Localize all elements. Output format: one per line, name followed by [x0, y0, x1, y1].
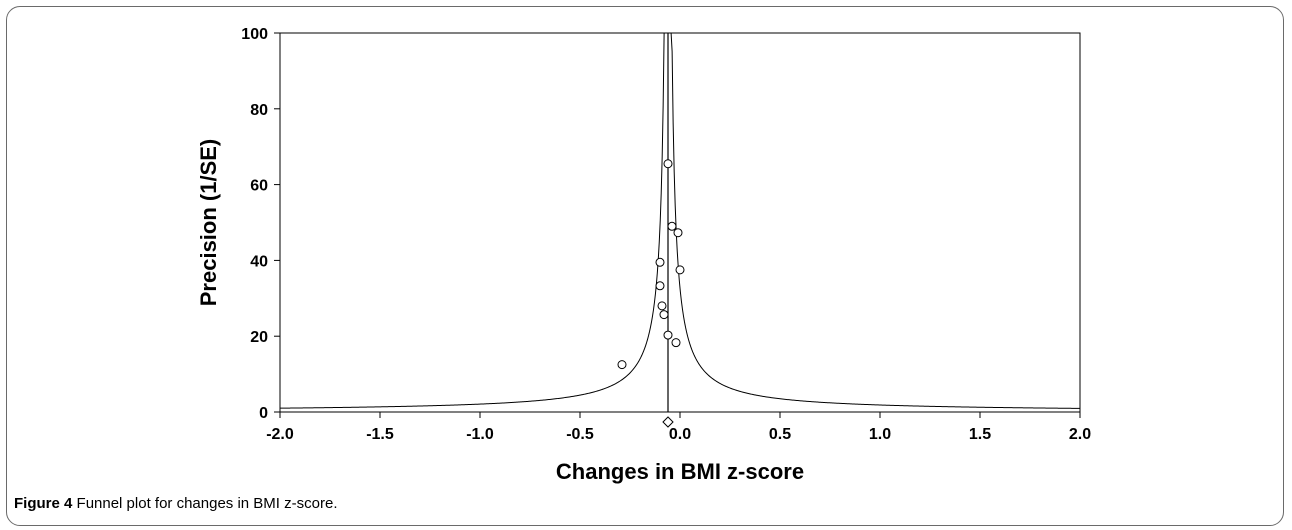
figure-label: Figure 4: [14, 495, 73, 512]
x-tick-label: 1.0: [869, 426, 891, 443]
study-point: [671, 338, 681, 348]
x-tick-label: 0.0: [669, 426, 691, 443]
plot-border: [279, 32, 1081, 413]
x-tick-label: -2.0: [266, 426, 294, 443]
study-point: [657, 301, 667, 311]
study-point: [663, 330, 673, 340]
x-tick-label: -1.0: [466, 426, 494, 443]
study-point: [655, 257, 665, 267]
x-tick-label: -0.5: [566, 426, 594, 443]
y-tick-label: 0: [259, 405, 268, 422]
figure-caption: Figure 4 Funnel plot for changes in BMI …: [14, 495, 337, 512]
y-tick-label: 40: [250, 253, 268, 270]
study-point: [617, 360, 627, 370]
x-tick-label: -1.5: [366, 426, 394, 443]
y-tick-label: 100: [241, 26, 268, 43]
x-axis-title: Changes in BMI z-score: [556, 459, 804, 484]
study-point: [673, 228, 683, 238]
study-point: [663, 159, 673, 169]
study-point: [655, 281, 665, 291]
study-point: [659, 310, 669, 320]
y-tick-label: 20: [250, 329, 268, 346]
pooled-estimate-diamond: [662, 416, 674, 428]
y-tick-label: 80: [250, 102, 268, 119]
x-tick-label: 0.5: [769, 426, 791, 443]
study-point: [667, 221, 677, 231]
funnel-left-limit: [279, 32, 668, 409]
y-axis-title: Precision (1/SE): [196, 139, 221, 307]
y-tick-label: 60: [250, 178, 268, 195]
figure-frame: [6, 6, 1284, 526]
caption-text: Funnel plot for changes in BMI z-score.: [72, 495, 338, 512]
x-tick-label: 2.0: [1069, 426, 1091, 443]
funnel-right-limit: [668, 32, 1081, 409]
x-tick-label: 1.5: [969, 426, 991, 443]
study-point: [675, 265, 685, 275]
